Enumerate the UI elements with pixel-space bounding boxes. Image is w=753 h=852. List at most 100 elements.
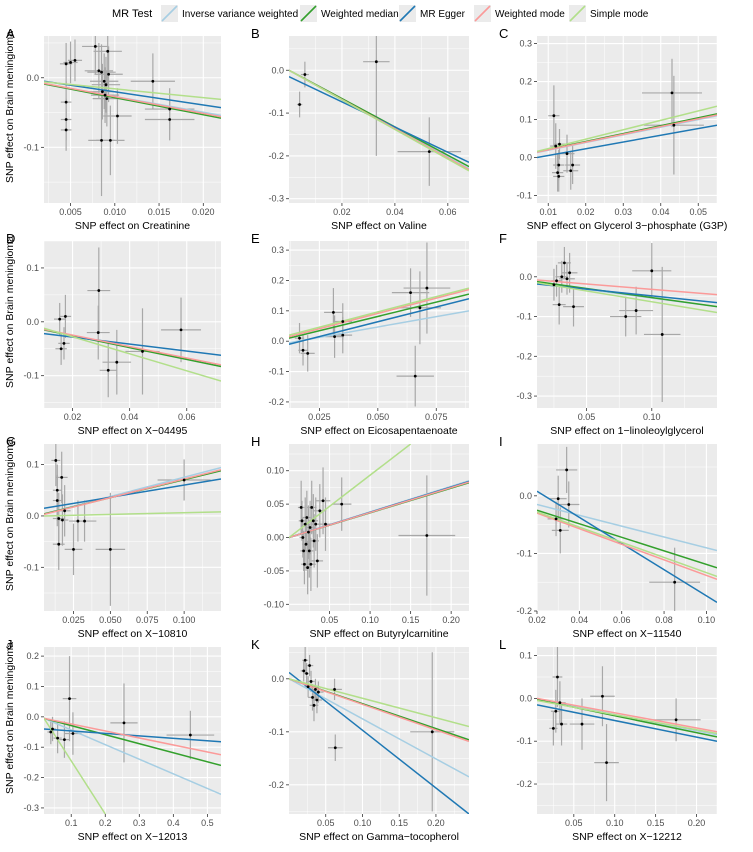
x-tick-label: 0.050 xyxy=(99,615,122,625)
data-point xyxy=(333,688,336,691)
panel-label: F xyxy=(499,231,507,246)
marks xyxy=(44,444,221,606)
data-point xyxy=(62,341,66,345)
data-point xyxy=(59,347,63,351)
x-tick-label: 0.10 xyxy=(606,818,624,828)
panel-label: H xyxy=(251,434,260,449)
data-point xyxy=(569,169,573,173)
data-point xyxy=(551,726,555,730)
data-point xyxy=(558,701,562,705)
y-tick-label: -0.1 xyxy=(23,562,39,572)
data-point xyxy=(303,73,307,76)
data-point xyxy=(565,277,569,281)
data-point xyxy=(57,517,61,520)
data-point xyxy=(310,506,314,509)
data-point xyxy=(571,163,575,167)
line-mr-egger xyxy=(44,728,221,743)
data-point xyxy=(306,685,310,689)
x-tick-label: 0.02 xyxy=(64,412,82,422)
legend-entry-weighted-median: Weighted median xyxy=(300,5,399,22)
legend-label-ivw: Inverse variance weighted xyxy=(182,9,298,20)
line-simple-mode xyxy=(537,282,717,314)
line-simple-mode xyxy=(44,81,221,101)
panel-label: I xyxy=(499,434,503,449)
data-point xyxy=(115,360,119,364)
x-tick-label: 0.06 xyxy=(613,615,631,625)
x-tick-label: 0.2 xyxy=(99,818,112,828)
line-simple-mode xyxy=(44,511,221,517)
data-point xyxy=(68,697,71,701)
data-point xyxy=(300,519,304,523)
line-mr-egger xyxy=(537,124,717,159)
panel-label: G xyxy=(6,434,16,449)
data-point xyxy=(554,709,558,713)
data-point xyxy=(560,275,564,279)
y-tick-label: 0.0 xyxy=(26,73,39,83)
data-point xyxy=(100,138,103,142)
data-point xyxy=(554,517,558,521)
data-point xyxy=(305,672,309,675)
data-point xyxy=(558,528,562,532)
data-point xyxy=(301,536,305,539)
gridlines xyxy=(44,647,221,814)
data-point xyxy=(54,459,58,462)
y-tick-label: 0.1 xyxy=(26,263,39,273)
data-point xyxy=(83,519,86,523)
y-tick-label: 0.1 xyxy=(26,681,39,691)
x-tick-label: 0.08 xyxy=(655,615,673,625)
y-tick-label: 0.0 xyxy=(26,511,39,521)
gridlines xyxy=(289,444,469,611)
x-tick-label: 0.05 xyxy=(317,818,335,828)
panel-label: A xyxy=(6,26,15,41)
x-tick-label: 0.20 xyxy=(688,818,706,828)
x-tick-label: 0.05 xyxy=(565,818,583,828)
data-point xyxy=(298,336,301,340)
x-axis-label: SNP effect on Creatinine xyxy=(75,220,190,232)
line-mr-egger xyxy=(44,478,221,509)
plot-background xyxy=(44,241,221,408)
line-simple-mode xyxy=(289,287,469,336)
panel-label: K xyxy=(251,637,260,652)
x-tick-label: 0.050 xyxy=(367,412,390,422)
x-axis-label: SNP effect on Glycerol 3−phosphate (G3P) xyxy=(527,220,728,232)
data-point xyxy=(650,269,654,273)
x-tick-label: 0.025 xyxy=(62,615,85,625)
line-weighted-mode xyxy=(537,114,717,153)
y-tick-label: -0.1 xyxy=(268,727,284,737)
data-point xyxy=(49,730,53,734)
data-point xyxy=(301,348,305,352)
x-axis-label: SNP effect on Gamma−tocopherol xyxy=(299,831,459,843)
data-point xyxy=(660,333,664,336)
panel-a: 0.005 0.010 0.015 0.020 -0.1 0.0 SNP effect on… xyxy=(6,26,221,232)
data-point xyxy=(73,58,77,62)
y-tick-label: 0.0 xyxy=(271,65,284,75)
x-axis-label: SNP effect on Valine xyxy=(331,220,427,232)
data-point xyxy=(102,79,106,83)
data-point xyxy=(108,138,112,142)
data-point xyxy=(168,118,172,121)
marks xyxy=(44,656,221,814)
gridlines xyxy=(289,36,469,203)
y-axis-label-row-3: SNP effect on Brain meningioma xyxy=(4,439,16,591)
x-tick-label: 0.02 xyxy=(577,207,595,217)
data-point xyxy=(101,90,104,94)
marks xyxy=(537,446,717,611)
y-tick-label: -0.1 xyxy=(268,367,284,377)
x-tick-label: 0.06 xyxy=(439,207,457,217)
data-point xyxy=(333,746,337,750)
data-point xyxy=(309,680,313,683)
data-point xyxy=(425,534,429,537)
data-point xyxy=(60,476,64,479)
x-tick-label: 0.03 xyxy=(614,207,632,217)
data-point xyxy=(304,542,308,546)
x-tick-label: 0.010 xyxy=(104,207,127,217)
y-tick-label: -0.2 xyxy=(268,780,284,790)
y-tick-label: 0.05 xyxy=(266,499,284,509)
y-tick-label: 0.0 xyxy=(26,712,39,722)
data-point xyxy=(558,142,561,146)
x-tick-label: 0.015 xyxy=(148,207,171,217)
legend-entry-simple-mode: Simple mode xyxy=(569,5,649,22)
data-point xyxy=(324,522,327,526)
x-tick-label: 0.20 xyxy=(442,615,460,625)
data-point xyxy=(100,70,103,74)
